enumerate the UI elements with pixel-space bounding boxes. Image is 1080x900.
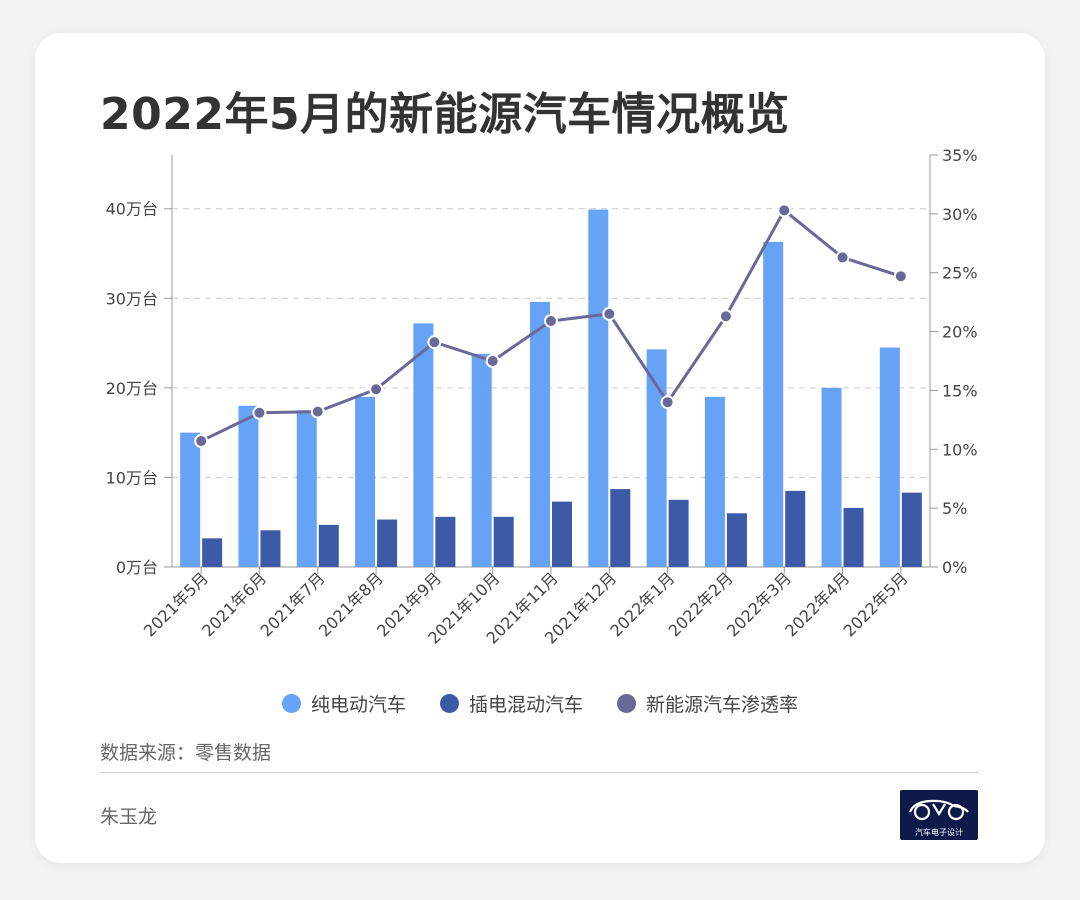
point-penetration bbox=[660, 395, 675, 410]
bar-bev bbox=[530, 301, 550, 567]
bar-phev bbox=[785, 490, 806, 567]
point-penetration bbox=[369, 382, 384, 397]
point-penetration bbox=[427, 335, 442, 350]
point-penetration bbox=[544, 313, 558, 328]
bar-phev bbox=[202, 538, 223, 567]
y-left-tick-label: 30万台 bbox=[106, 289, 158, 308]
bar-bev bbox=[821, 387, 842, 567]
point-penetration bbox=[485, 354, 500, 368]
bar-phev bbox=[726, 513, 747, 567]
footer-divider bbox=[100, 772, 978, 773]
legend-item-bev: 纯电动汽车 bbox=[281, 690, 406, 717]
point-penetration bbox=[252, 405, 267, 420]
point-penetration bbox=[602, 306, 617, 321]
bar-phev bbox=[901, 492, 922, 567]
y-left-tick-label: 0万台 bbox=[116, 558, 158, 577]
bar-bev bbox=[763, 241, 784, 567]
y-right-tick-label: 20% bbox=[942, 323, 978, 342]
logo-text: 汽车电子设计 bbox=[915, 828, 963, 837]
point-penetration bbox=[194, 434, 209, 449]
car-outline-icon bbox=[908, 799, 969, 821]
bar-phev bbox=[377, 519, 398, 567]
legend-swatch-phev bbox=[439, 694, 459, 713]
bar-phev bbox=[668, 499, 689, 567]
bar-bev bbox=[413, 323, 434, 567]
chart-plot: 0万台 10万台 20万台 30万台 40万台 0% 5% 10% 15% 20% 25% 30% 35… bbox=[106, 146, 978, 648]
y-left-tick-label: 40万台 bbox=[106, 200, 158, 219]
bar-bev bbox=[296, 410, 317, 567]
y-right-tick-label: 10% bbox=[942, 440, 978, 459]
legend-swatch-penetration bbox=[617, 694, 636, 713]
chart-legend: 纯电动汽车 插电混动汽车 新能源汽车渗透率 bbox=[0, 690, 1080, 717]
bar-bev bbox=[180, 432, 201, 567]
bar-phev bbox=[843, 507, 864, 567]
bar-phev bbox=[493, 516, 514, 567]
bar-bev bbox=[355, 396, 376, 567]
y-right-tick-label: 0% bbox=[942, 558, 967, 577]
y-left-tick-label: 20万台 bbox=[106, 379, 158, 398]
y-left-tick-label: 10万台 bbox=[106, 468, 158, 487]
point-penetration bbox=[835, 250, 850, 265]
legend-label-phev: 插电混动汽车 bbox=[468, 694, 583, 716]
bar-bev bbox=[588, 209, 609, 568]
data-source-note: 数据来源：零售数据 bbox=[100, 742, 272, 764]
author-name: 朱玉龙 bbox=[100, 806, 158, 828]
point-penetration bbox=[310, 404, 325, 419]
brand-logo: 汽车电子设计 bbox=[900, 790, 978, 840]
legend-item-penetration: 新能源汽车渗透率 bbox=[617, 690, 798, 717]
bar-bev bbox=[471, 353, 492, 567]
point-penetration bbox=[893, 269, 908, 284]
legend-item-phev: 插电混动汽车 bbox=[439, 690, 583, 717]
bar-bev bbox=[704, 396, 725, 567]
y-right-tick-label: 30% bbox=[942, 205, 978, 224]
bar-phev bbox=[435, 516, 456, 567]
bar-phev bbox=[260, 530, 281, 567]
point-penetration bbox=[718, 309, 733, 324]
bar-phev bbox=[610, 489, 631, 567]
y-right-tick-label: 35% bbox=[942, 146, 978, 165]
legend-label-bev: 纯电动汽车 bbox=[310, 694, 406, 716]
bar-bev bbox=[879, 347, 900, 567]
point-penetration bbox=[777, 203, 792, 218]
bar-bev bbox=[646, 349, 667, 567]
bar-bev bbox=[238, 405, 259, 567]
y-right-tick-label: 5% bbox=[942, 499, 967, 518]
bar-phev bbox=[552, 501, 572, 567]
legend-swatch-bev bbox=[281, 694, 301, 713]
chart-title: 2022年5月的新能源汽车情况概览 bbox=[100, 89, 790, 140]
bar-phev bbox=[318, 524, 339, 567]
y-right-tick-label: 15% bbox=[942, 381, 978, 400]
y-right-tick-label: 25% bbox=[942, 264, 978, 283]
legend-label-penetration: 新能源汽车渗透率 bbox=[646, 694, 799, 716]
